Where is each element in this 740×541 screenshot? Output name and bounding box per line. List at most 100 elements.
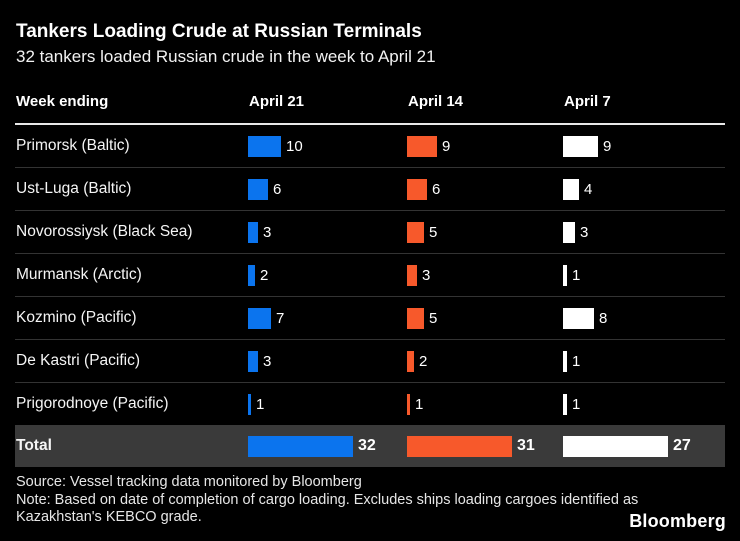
bar-cell: 6 bbox=[248, 178, 407, 200]
bar bbox=[407, 307, 424, 329]
bar-value: 3 bbox=[580, 223, 589, 241]
bar bbox=[407, 178, 427, 200]
bar-cell: 5 bbox=[407, 307, 563, 329]
bar-value: 3 bbox=[263, 352, 272, 370]
bar-cell: 5 bbox=[407, 221, 563, 243]
bar-cell: 3 bbox=[563, 221, 725, 243]
bar-value: 3 bbox=[263, 223, 272, 241]
bar-value: 2 bbox=[260, 266, 269, 284]
bar-cell: 3 bbox=[248, 350, 407, 372]
bar bbox=[248, 393, 251, 415]
note-text: Note: Based on date of completion of car… bbox=[16, 491, 639, 526]
bar bbox=[563, 221, 575, 243]
bar-cell: 2 bbox=[248, 264, 407, 286]
column-header-april-7: April 7 bbox=[564, 93, 611, 110]
bar bbox=[563, 307, 594, 329]
row-label: Prigorodnoye (Pacific) bbox=[16, 395, 169, 412]
table-row: Primorsk (Baltic) 10 9 9 bbox=[15, 125, 725, 168]
bar-cell: 3 bbox=[407, 264, 563, 286]
table-body: Primorsk (Baltic) 10 9 9 Ust-Luga (Baltic) 6 6… bbox=[15, 125, 725, 425]
bar bbox=[248, 135, 281, 157]
bar bbox=[563, 435, 668, 457]
bar bbox=[563, 350, 567, 372]
bar-cell: 10 bbox=[248, 135, 407, 157]
bar-value: 1 bbox=[415, 395, 424, 413]
total-row: Total 32 31 27 bbox=[15, 425, 725, 467]
bar-cell: 1 bbox=[563, 393, 725, 415]
bar-value: 1 bbox=[572, 395, 581, 413]
total-label: Total bbox=[16, 437, 52, 454]
column-header-april-21: April 21 bbox=[249, 93, 305, 110]
bar-cell: 1 bbox=[563, 264, 725, 286]
total-bar-cell: 31 bbox=[407, 435, 563, 457]
bar-value: 9 bbox=[603, 137, 612, 155]
row-label: Novorossiysk (Black Sea) bbox=[16, 223, 193, 240]
bar bbox=[407, 350, 414, 372]
table-row: Kozmino (Pacific) 7 5 8 bbox=[15, 297, 725, 340]
bar-value: 32 bbox=[358, 437, 376, 454]
bar-cell: 1 bbox=[248, 393, 407, 415]
row-label: Primorsk (Baltic) bbox=[16, 137, 130, 154]
table-row: Murmansk (Arctic) 2 3 1 bbox=[15, 254, 725, 297]
row-label: Kozmino (Pacific) bbox=[16, 309, 137, 326]
bar-value: 7 bbox=[276, 309, 285, 327]
bar bbox=[407, 264, 417, 286]
bar bbox=[407, 435, 512, 457]
bar bbox=[407, 221, 424, 243]
source-text: Source: Vessel tracking data monitored b… bbox=[16, 474, 362, 490]
bar-value: 31 bbox=[517, 437, 535, 454]
bar-cell: 9 bbox=[563, 135, 725, 157]
bloomberg-logo: Bloomberg bbox=[629, 511, 726, 531]
footer: Source: Vessel tracking data monitored b… bbox=[15, 474, 725, 527]
bar-value: 5 bbox=[429, 223, 438, 241]
page-title: Tankers Loading Crude at Russian Termina… bbox=[16, 21, 422, 42]
bar-cell: 7 bbox=[248, 307, 407, 329]
bar bbox=[563, 135, 598, 157]
page-subtitle: 32 tankers loaded Russian crude in the w… bbox=[16, 47, 436, 66]
bar-cell: 6 bbox=[407, 178, 563, 200]
bar-value: 9 bbox=[442, 137, 451, 155]
bar-cell: 8 bbox=[563, 307, 725, 329]
total-bar-cell: 27 bbox=[563, 435, 725, 457]
bar bbox=[248, 221, 258, 243]
bar-value: 1 bbox=[572, 352, 581, 370]
bar bbox=[248, 435, 353, 457]
bar bbox=[407, 135, 437, 157]
bar bbox=[563, 178, 579, 200]
bar-value: 6 bbox=[273, 180, 282, 198]
bar-value: 2 bbox=[419, 352, 428, 370]
bar-value: 8 bbox=[599, 309, 608, 327]
bar bbox=[407, 393, 410, 415]
row-label: Murmansk (Arctic) bbox=[16, 266, 142, 283]
bar bbox=[248, 178, 268, 200]
column-header-april-14: April 14 bbox=[408, 93, 464, 110]
bar bbox=[563, 264, 567, 286]
bar-cell: 4 bbox=[563, 178, 725, 200]
bar-value: 27 bbox=[673, 437, 691, 454]
table-row: Prigorodnoye (Pacific) 1 1 1 bbox=[15, 383, 725, 425]
bar-cell: 9 bbox=[407, 135, 563, 157]
table-row: Ust-Luga (Baltic) 6 6 4 bbox=[15, 168, 725, 211]
table-header-row: Week ending April 21 April 14 April 7 bbox=[15, 69, 725, 123]
row-label: Ust-Luga (Baltic) bbox=[16, 180, 132, 197]
table-row: Novorossiysk (Black Sea) 3 5 3 bbox=[15, 211, 725, 254]
row-label: De Kastri (Pacific) bbox=[16, 352, 141, 369]
header-divider bbox=[15, 123, 725, 125]
bar-value: 1 bbox=[572, 266, 581, 284]
bar-cell: 3 bbox=[248, 221, 407, 243]
bar-cell: 1 bbox=[563, 350, 725, 372]
column-header-week-ending: Week ending bbox=[16, 93, 109, 110]
bar-value: 3 bbox=[422, 266, 431, 284]
bar bbox=[563, 393, 567, 415]
bar-value: 10 bbox=[286, 137, 303, 155]
bar bbox=[248, 264, 255, 286]
total-bar-cell: 32 bbox=[248, 435, 407, 457]
bar-cell: 2 bbox=[407, 350, 563, 372]
bar-value: 1 bbox=[256, 395, 265, 413]
bar-value: 6 bbox=[432, 180, 441, 198]
bar-value: 4 bbox=[584, 180, 593, 198]
bar-cell: 1 bbox=[407, 393, 563, 415]
table-row: De Kastri (Pacific) 3 2 1 bbox=[15, 340, 725, 383]
bar bbox=[248, 307, 271, 329]
